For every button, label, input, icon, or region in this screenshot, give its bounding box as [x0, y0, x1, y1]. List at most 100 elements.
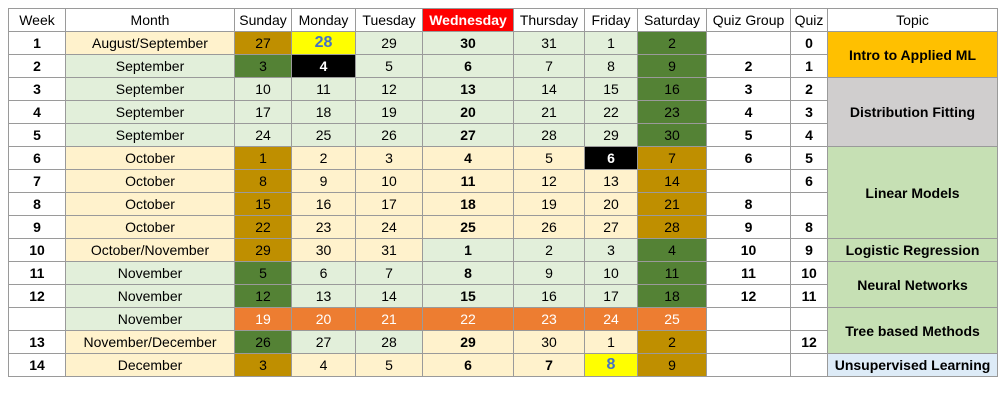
day-cell-wed: 22 [422, 307, 514, 331]
day-cell-thu: 19 [513, 192, 585, 216]
header-thursday: Thursday [513, 8, 585, 32]
schedule-table: Week Month Sunday Monday Tuesday Wednesd… [8, 8, 998, 377]
month-cell: November [65, 261, 235, 285]
day-cell-fri: 1 [584, 330, 638, 354]
week-row: November 19 20 21 22 23 24 25 Tree based Methods [8, 307, 998, 354]
week-number: 9 [8, 215, 66, 239]
day-cell-sun: 27 [234, 31, 292, 55]
day-cell-mon: 16 [291, 192, 356, 216]
week-number: 10 [8, 238, 66, 262]
quiz-group-cell: 10 [706, 238, 791, 262]
month-cell: November/December [65, 330, 235, 354]
day-cell-mon: 4 [291, 54, 356, 78]
day-cell-sat: 11 [637, 261, 707, 285]
quiz-group-cell: 8 [706, 192, 791, 216]
day-cell-sat: 9 [637, 54, 707, 78]
week-row: 3 September 10 11 12 13 14 15 16 3 2 Distribution F… [8, 77, 998, 147]
quiz-group-cell [706, 31, 791, 55]
day-cell-wed: 11 [422, 169, 514, 193]
day-cell-tue: 5 [355, 54, 423, 78]
day-cell-tue: 10 [355, 169, 423, 193]
day-cell-wed: 25 [422, 215, 514, 239]
day-cell-tue: 14 [355, 284, 423, 308]
header-tuesday: Tuesday [355, 8, 423, 32]
header-monday: Monday [291, 8, 356, 32]
quiz-cell [790, 353, 828, 377]
day-cell-tue: 17 [355, 192, 423, 216]
day-cell-fri: 27 [584, 215, 638, 239]
week-row: 13 November/December 26 27 28 29 30 1 2 12 [8, 330, 998, 354]
quiz-cell [790, 307, 828, 331]
quiz-cell: 0 [790, 31, 828, 55]
day-cell-tue: 3 [355, 146, 423, 170]
day-cell-thu: 7 [513, 54, 585, 78]
day-cell-thu: 31 [513, 31, 585, 55]
week-number: 11 [8, 261, 66, 285]
month-cell: December [65, 353, 235, 377]
header-row: Week Month Sunday Monday Tuesday Wednesd… [8, 8, 998, 32]
quiz-group-cell: 4 [706, 100, 791, 124]
quiz-cell: 2 [790, 77, 828, 101]
day-cell-sun: 1 [234, 146, 292, 170]
day-cell-thu: 5 [513, 146, 585, 170]
day-cell-wed: 20 [422, 100, 514, 124]
week-number: 4 [8, 100, 66, 124]
day-cell-tue: 31 [355, 238, 423, 262]
week-row: 11 November 5 6 7 8 9 10 11 11 10 Neural Networks [8, 261, 998, 308]
day-cell-fri: 1 [584, 31, 638, 55]
day-cell-thu: 26 [513, 215, 585, 239]
day-cell-mon: 30 [291, 238, 356, 262]
quiz-cell: 12 [790, 330, 828, 354]
month-cell: September [65, 77, 235, 101]
header-sunday: Sunday [234, 8, 292, 32]
quiz-group-cell [706, 330, 791, 354]
day-cell-mon: 18 [291, 100, 356, 124]
week-number: 8 [8, 192, 66, 216]
header-saturday: Saturday [637, 8, 707, 32]
quiz-group-cell: 2 [706, 54, 791, 78]
day-cell-sat: 23 [637, 100, 707, 124]
quiz-group-cell: 3 [706, 77, 791, 101]
topic-cell: Linear Models [827, 146, 998, 239]
day-cell-sat: 25 [637, 307, 707, 331]
day-cell-sat: 28 [637, 215, 707, 239]
day-cell-sun: 3 [234, 353, 292, 377]
day-cell-mon: 20 [291, 307, 356, 331]
day-cell-mon: 27 [291, 330, 356, 354]
day-cell-sat: 2 [637, 330, 707, 354]
week-row: 6 October 1 2 3 4 5 6 7 6 5 Linear Models [8, 146, 998, 239]
month-cell: October [65, 146, 235, 170]
day-cell-tue: 24 [355, 215, 423, 239]
week-row: 9 October 22 23 24 25 26 27 28 9 8 [8, 215, 998, 239]
day-cell-sat: 2 [637, 31, 707, 55]
day-cell-thu: 28 [513, 123, 585, 147]
quiz-cell: 3 [790, 100, 828, 124]
day-cell-mon: 4 [291, 353, 356, 377]
day-cell-fri: 10 [584, 261, 638, 285]
day-cell-thu: 30 [513, 330, 585, 354]
day-cell-fri: 8 [584, 353, 638, 377]
day-cell-sat: 14 [637, 169, 707, 193]
day-cell-tue: 7 [355, 261, 423, 285]
day-cell-thu: 16 [513, 284, 585, 308]
day-cell-sat: 4 [637, 238, 707, 262]
schedule-body: 1 August/September 27 28 29 30 31 1 2 0 Intro to A… [8, 31, 998, 377]
day-cell-sun: 10 [234, 77, 292, 101]
month-cell: October [65, 192, 235, 216]
quiz-cell: 10 [790, 261, 828, 285]
quiz-cell: 4 [790, 123, 828, 147]
header-friday: Friday [584, 8, 638, 32]
topic-cell: Tree based Methods [827, 307, 998, 354]
week-row: 2 September 3 4 5 6 7 8 9 2 1 [8, 54, 998, 78]
day-cell-wed: 27 [422, 123, 514, 147]
day-cell-sun: 8 [234, 169, 292, 193]
month-cell: November [65, 307, 235, 331]
day-cell-tue: 28 [355, 330, 423, 354]
day-cell-wed: 15 [422, 284, 514, 308]
quiz-cell: 1 [790, 54, 828, 78]
header-week: Week [8, 8, 66, 32]
quiz-group-cell: 12 [706, 284, 791, 308]
week-number: 1 [8, 31, 66, 55]
day-cell-thu: 21 [513, 100, 585, 124]
header-wednesday: Wednesday [422, 8, 514, 32]
